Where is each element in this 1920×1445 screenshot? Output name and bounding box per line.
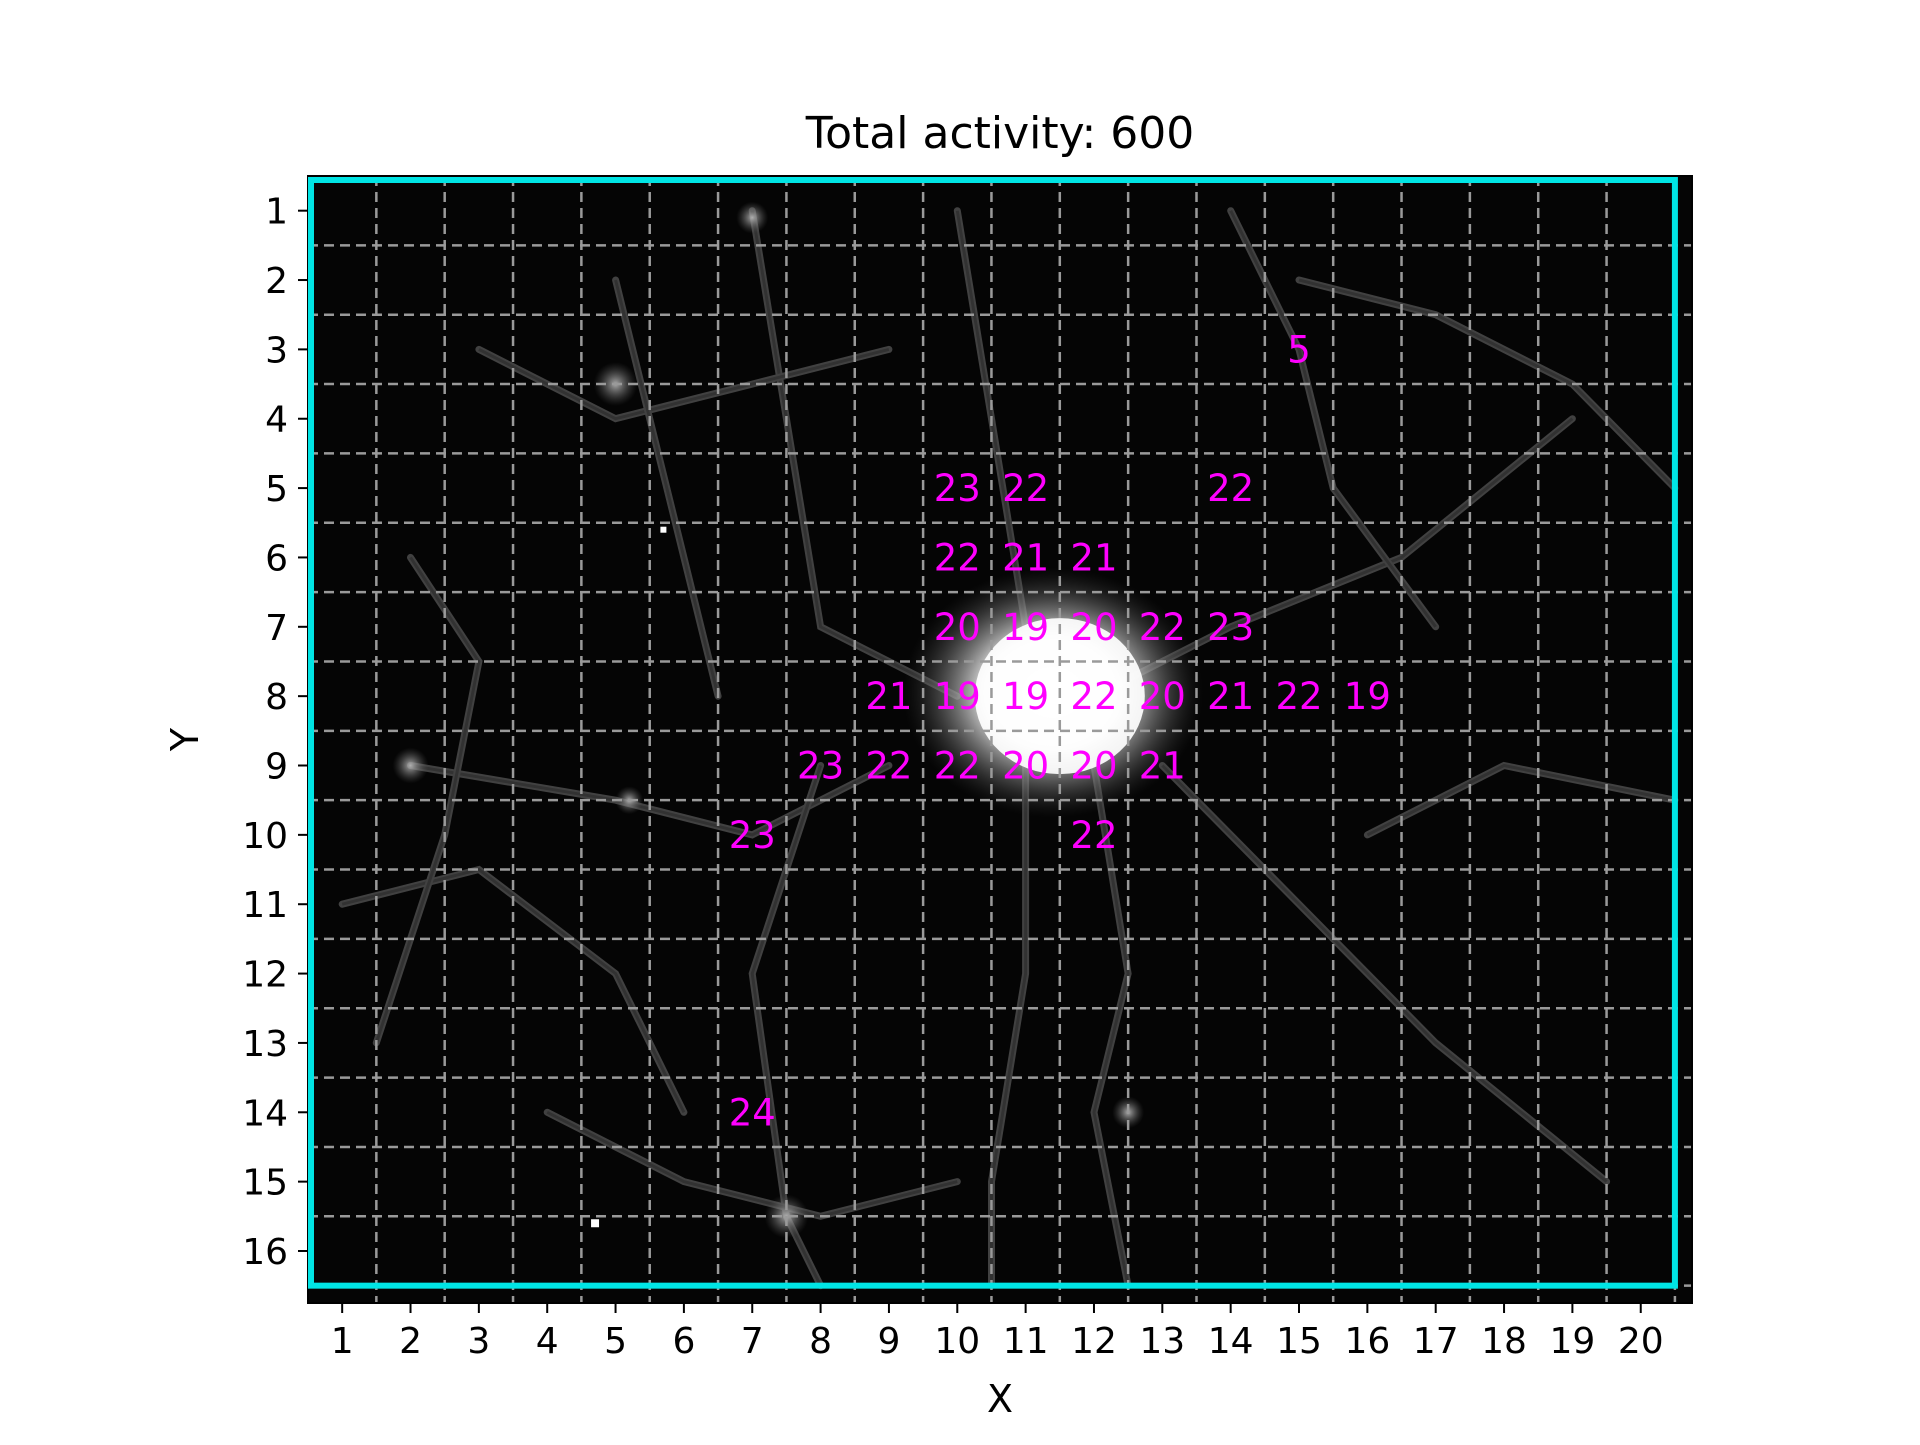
grid-lines <box>308 176 1692 1303</box>
cell-value-label: 20 <box>1139 675 1186 718</box>
cell-value-label: 20 <box>1070 745 1117 788</box>
filament-core <box>1366 763 1676 837</box>
x-tick-label: 10 <box>934 1321 980 1362</box>
cell-value-label: 22 <box>934 536 981 579</box>
x-tick-label: 16 <box>1344 1321 1390 1362</box>
cell-value-label: 22 <box>1002 467 1049 510</box>
filament-core <box>478 347 890 421</box>
cell-value-label: 21 <box>1139 745 1186 788</box>
cell-value-label: 19 <box>1344 675 1391 718</box>
y-tick-label: 4 <box>265 400 288 441</box>
cell-value-label: 21 <box>1207 675 1254 718</box>
x-tick-label: 8 <box>809 1321 832 1362</box>
hot-pixel <box>591 1219 600 1228</box>
filament <box>475 345 893 423</box>
cell-value-label: 22 <box>1070 675 1117 718</box>
filament <box>1295 276 1679 492</box>
cell-value-label: 5 <box>1287 328 1311 371</box>
cell-value-label: 23 <box>729 814 776 857</box>
y-tick-label: 1 <box>265 192 288 233</box>
x-axis-label: X <box>987 1377 1013 1421</box>
cell-value-label: 19 <box>1002 675 1049 718</box>
chart-title: Total activity: 600 <box>805 108 1195 159</box>
cell-value-label: 19 <box>934 675 981 718</box>
region-border <box>308 177 1678 1289</box>
cell-value-label: 21 <box>1002 536 1049 579</box>
x-tick-label: 5 <box>604 1321 627 1362</box>
hot-pixel <box>660 526 667 533</box>
x-tick-label: 17 <box>1413 1321 1459 1362</box>
x-tick-label: 2 <box>399 1321 422 1362</box>
x-tick-label: 18 <box>1481 1321 1527 1362</box>
cell-value-label: 22 <box>934 745 981 788</box>
cell-labels: 5 23 22 22 22 21 21 20 19 20 22 23 21 19 19 22 20 21 22 19 2… <box>729 328 1391 1134</box>
y-tick-label: 11 <box>242 885 288 926</box>
x-tick-label: 11 <box>1003 1321 1049 1362</box>
y-tick-label: 2 <box>265 261 288 302</box>
x-tick-label: 7 <box>741 1321 764 1362</box>
plot-area <box>308 176 1692 1303</box>
cell-value-label: 21 <box>1070 536 1117 579</box>
y-tick-label: 8 <box>265 677 288 718</box>
cell-value-label: 22 <box>1207 467 1254 510</box>
y-tick-label: 9 <box>265 747 288 788</box>
cell-value-label: 20 <box>1070 606 1117 649</box>
y-tick-label: 12 <box>242 955 288 996</box>
x-tick-label: 13 <box>1139 1321 1185 1362</box>
x-tick-label: 3 <box>467 1321 490 1362</box>
y-tick-label: 15 <box>242 1163 288 1204</box>
cell-value-label: 23 <box>797 745 844 788</box>
filament <box>612 276 722 700</box>
filament <box>1158 762 1611 1186</box>
x-tick-label: 15 <box>1276 1321 1322 1362</box>
x-tick-label: 4 <box>536 1321 559 1362</box>
x-tick-label: 9 <box>877 1321 900 1362</box>
y-axis-label: Y <box>163 727 207 752</box>
filament-core <box>1298 278 1676 490</box>
axis-ticks: 1 2 3 4 5 6 7 8 9 10 11 12 13 14 15 16 17 18 19 20123456789… <box>242 192 1663 1362</box>
y-tick-label: 13 <box>242 1024 288 1065</box>
y-tick-label: 7 <box>265 608 288 649</box>
bright-spot <box>736 201 769 234</box>
y-tick-label: 5 <box>265 469 288 510</box>
cell-value-label: 20 <box>934 606 981 649</box>
cell-value-label: 21 <box>865 675 912 718</box>
cell-value-label: 23 <box>934 467 981 510</box>
y-tick-label: 10 <box>242 816 288 857</box>
y-tick-label: 14 <box>242 1093 288 1134</box>
cell-value-label: 22 <box>865 745 912 788</box>
filament-core <box>614 279 720 697</box>
x-tick-label: 6 <box>672 1321 695 1362</box>
x-tick-label: 19 <box>1549 1321 1595 1362</box>
cell-value-label: 23 <box>1207 606 1254 649</box>
filament-core <box>1161 764 1608 1183</box>
filament <box>1363 761 1679 839</box>
y-tick-label: 6 <box>265 538 288 579</box>
cell-value-label: 22 <box>1275 675 1322 718</box>
y-tick-label: 3 <box>265 330 288 371</box>
cell-value-label: 22 <box>1139 606 1186 649</box>
x-tick-label: 14 <box>1208 1321 1254 1362</box>
cell-value-label: 20 <box>1002 745 1049 788</box>
x-tick-label: 12 <box>1071 1321 1117 1362</box>
bright-spot <box>392 747 429 784</box>
cell-value-label: 24 <box>729 1091 776 1134</box>
x-tick-label: 20 <box>1618 1321 1664 1362</box>
cell-value-label: 22 <box>1070 814 1117 857</box>
cell-value-label: 19 <box>1002 606 1049 649</box>
plot-frame <box>307 175 1693 1304</box>
y-tick-label: 16 <box>242 1232 288 1273</box>
x-tick-label: 1 <box>331 1321 354 1362</box>
